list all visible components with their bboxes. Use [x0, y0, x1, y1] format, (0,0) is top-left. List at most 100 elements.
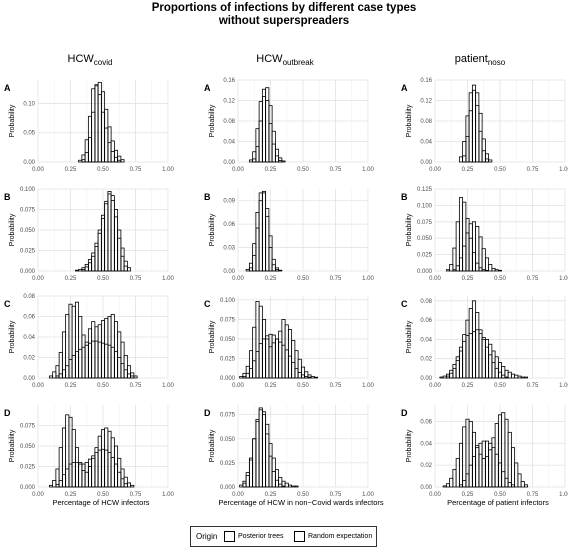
posterior-trees-bar [245, 365, 250, 379]
random-expectation-bar [65, 468, 70, 488]
posterior-trees-bar [78, 268, 83, 272]
random-expectation-bar [491, 267, 496, 272]
posterior-trees-bar [297, 358, 302, 379]
y-axis-label: Probability [406, 320, 413, 353]
posterior-trees-bar [287, 329, 293, 379]
random-expectation-bar [91, 111, 96, 163]
x-tick-label: 0.50 [97, 383, 109, 389]
posterior-trees-bar [494, 356, 499, 379]
random-expectation-bar [488, 264, 493, 272]
posterior-trees-bar [445, 269, 451, 272]
random-expectation-bar [468, 464, 473, 488]
random-expectation-bar [65, 365, 70, 379]
y-tick-label: 0.000 [220, 376, 236, 382]
panel-B-HCWcovid: B Probability 0.00 0.25 0.50 0.75 1.00 0.000 0.0… [4, 187, 174, 282]
random-expectation-bar [458, 257, 464, 272]
posterior-trees-bar [471, 252, 477, 272]
column-header-subscript: covid [94, 58, 113, 67]
random-expectation-bar [281, 344, 286, 379]
random-expectation-bar [265, 87, 270, 163]
random-expectation-bar [255, 146, 260, 163]
posterior-trees-bar [462, 141, 467, 163]
panel-tag: C [204, 299, 211, 309]
y-tick-label: 0.100 [20, 187, 36, 193]
y-tick-label: 0.100 [417, 203, 433, 209]
x-tick-label: 0.25 [462, 383, 474, 389]
x-tick-label: 0.00 [429, 167, 441, 173]
x-tick-label: 0.00 [32, 383, 44, 389]
x-tick-label: 0.75 [527, 383, 539, 389]
x-tick-label: 0.50 [297, 276, 309, 282]
posterior-trees-bar [65, 314, 70, 379]
posterior-trees-bar [501, 366, 506, 379]
posterior-trees-bar [258, 409, 263, 488]
y-tick-label: 0.04 [420, 337, 432, 343]
posterior-trees-bar [523, 484, 529, 488]
random-expectation-bar [61, 369, 67, 379]
posterior-trees-bar [271, 143, 276, 163]
posterior-trees-bar [274, 155, 280, 163]
panel-tag: B [204, 192, 211, 202]
y-axis-label: Probability [406, 104, 413, 137]
posterior-trees-bar [271, 342, 276, 379]
posterior-trees-bar [491, 350, 496, 379]
random-expectation-bar [268, 235, 273, 272]
posterior-trees-bar [120, 468, 125, 488]
posterior-trees-bar [501, 412, 506, 488]
panel-C-patientnoso: C Probability 0.00 0.25 0.50 0.75 1.00 0.00 0.02… [401, 296, 568, 389]
posterior-trees-bar [87, 466, 93, 488]
posterior-trees-bar [248, 159, 254, 163]
y-tick-label: 0.00 [23, 160, 35, 166]
posterior-trees-bar [74, 301, 80, 379]
random-expectation-bar [258, 343, 263, 379]
random-expectation-bar [261, 192, 267, 272]
x-tick-label: 0.00 [429, 383, 441, 389]
random-expectation-bar [468, 223, 473, 272]
posterior-trees-bar [248, 350, 254, 379]
random-expectation-bar [278, 269, 283, 272]
posterior-trees-bar [281, 319, 286, 379]
y-axis-label: Probability [209, 429, 216, 462]
random-expectation-bar [94, 85, 99, 163]
y-tick-label: 0.12 [420, 99, 432, 105]
x-tick-label: 0.25 [65, 276, 77, 282]
random-expectation-bar [107, 193, 112, 272]
random-expectation-bar [484, 257, 490, 272]
y-tick-label: 0.08 [420, 299, 432, 305]
posterior-trees-bar [510, 447, 516, 488]
panel-tag: D [401, 408, 408, 418]
random-expectation-bar [471, 221, 477, 272]
posterior-trees-bar [468, 92, 473, 163]
y-axis-label: Probability [209, 104, 216, 137]
posterior-trees-bar [242, 372, 247, 379]
x-tick-label: 0.50 [97, 276, 109, 282]
x-tick-label: 0.75 [130, 276, 142, 282]
random-expectation-bar [258, 200, 263, 272]
posterior-trees-bar [87, 328, 93, 379]
y-tick-label: 0.12 [223, 99, 235, 105]
posterior-trees-bar [475, 262, 480, 272]
panel-tag: A [204, 83, 211, 93]
y-tick-label: 0.04 [223, 140, 235, 146]
posterior-trees-bar [104, 318, 109, 379]
posterior-trees-bar [48, 484, 54, 488]
posterior-trees-bar [484, 158, 490, 163]
posterior-trees-bar [455, 458, 460, 488]
x-tick-label: 0.50 [494, 492, 506, 498]
posterior-trees-bar [304, 371, 309, 379]
posterior-trees-bar [488, 343, 493, 379]
posterior-trees-bar [242, 480, 247, 488]
posterior-trees-bar [248, 262, 254, 272]
posterior-trees-bar [123, 476, 128, 488]
x-tick-label: 0.25 [65, 383, 77, 389]
column-header-hcwcovid: HCWcovid [68, 53, 113, 67]
x-tick-label: 1.00 [559, 492, 568, 498]
random-expectation-bar [497, 269, 503, 272]
panel-C-HCWoutbreak: C Probability 0.00 0.25 0.50 0.75 1.00 0.000 0.0… [204, 296, 374, 389]
posterior-trees-bar [478, 329, 483, 379]
x-tick-label: 1.00 [362, 276, 374, 282]
panel-A-HCWoutbreak: A Probability 0.00 0.25 0.50 0.75 1.00 0.00 0.04… [204, 78, 374, 173]
posterior-trees-bar [310, 376, 315, 379]
posterior-trees-bar [245, 269, 250, 272]
posterior-trees-bar [258, 305, 263, 379]
